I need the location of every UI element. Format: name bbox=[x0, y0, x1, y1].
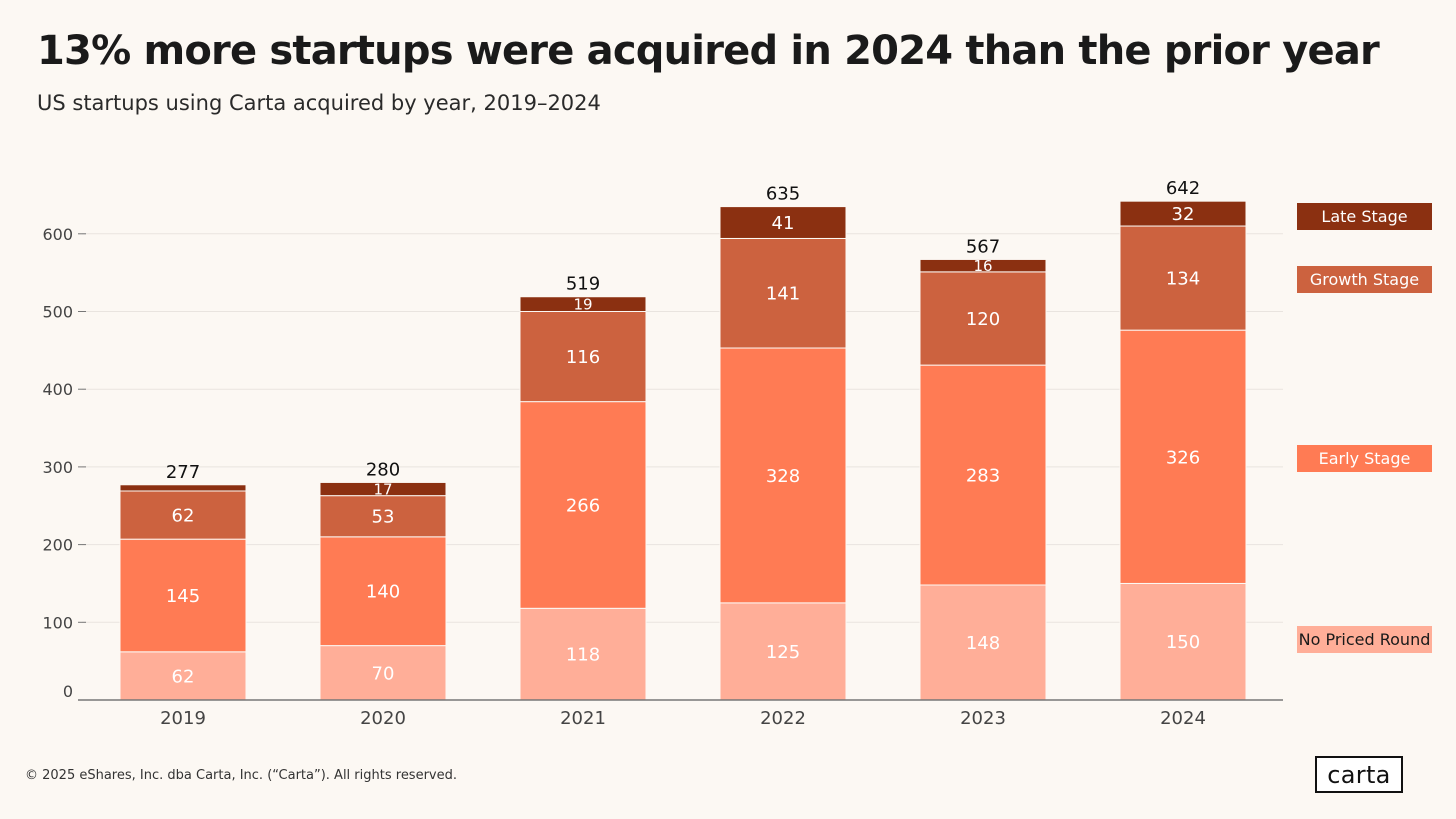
x-tick-label: 2021 bbox=[560, 708, 606, 729]
data-label: 62 bbox=[172, 666, 195, 687]
data-label: 140 bbox=[366, 582, 400, 603]
bar-segment bbox=[119, 484, 247, 492]
data-label: 116 bbox=[566, 347, 600, 368]
data-label: 145 bbox=[166, 586, 200, 607]
bar-segment bbox=[519, 311, 647, 403]
bar-segment bbox=[919, 271, 1047, 366]
bar-segment bbox=[1119, 225, 1247, 331]
x-tick-label: 2019 bbox=[160, 708, 206, 729]
legend-swatch bbox=[1297, 445, 1432, 472]
legend-label: No Priced Round bbox=[1299, 630, 1431, 649]
data-label: 326 bbox=[1166, 447, 1200, 468]
total-label: 642 bbox=[1166, 178, 1200, 199]
data-label: 17 bbox=[373, 480, 392, 498]
legend-label: Late Stage bbox=[1321, 207, 1407, 226]
carta-logo[interactable]: carta bbox=[1315, 756, 1403, 793]
data-label: 283 bbox=[966, 466, 1000, 487]
total-label: 519 bbox=[566, 274, 600, 295]
legend-swatch bbox=[1297, 203, 1432, 230]
bar-segment bbox=[719, 237, 847, 349]
data-label: 32 bbox=[1172, 204, 1195, 225]
bar-segment bbox=[719, 206, 847, 239]
y-tick-label: 200 bbox=[42, 536, 73, 555]
data-label: 41 bbox=[772, 213, 795, 234]
data-label: 118 bbox=[566, 645, 600, 666]
data-label: 62 bbox=[172, 506, 195, 527]
chart-subtitle: US startups using Carta acquired by year… bbox=[37, 91, 601, 115]
data-label: 70 bbox=[372, 663, 395, 684]
x-tick-label: 2023 bbox=[960, 708, 1006, 729]
data-label: 125 bbox=[766, 642, 800, 663]
bar-segment bbox=[319, 645, 447, 701]
bar-segment bbox=[319, 536, 447, 647]
y-tick-label: 0 bbox=[63, 682, 73, 701]
bar-segment bbox=[519, 401, 647, 609]
bar-segment bbox=[1119, 200, 1247, 227]
total-label: 635 bbox=[766, 184, 800, 205]
legend-swatch bbox=[1297, 626, 1432, 653]
data-label: 141 bbox=[766, 284, 800, 305]
y-tick-label: 400 bbox=[42, 380, 73, 399]
data-label: 16 bbox=[973, 257, 992, 275]
data-label: 53 bbox=[372, 507, 395, 528]
total-label: 280 bbox=[366, 459, 400, 480]
total-label: 567 bbox=[966, 236, 1000, 257]
data-label: 19 bbox=[573, 296, 592, 314]
bar-segment bbox=[319, 481, 447, 497]
bar-segment bbox=[1119, 582, 1247, 701]
bar-segment bbox=[519, 296, 647, 312]
data-label: 150 bbox=[1166, 632, 1200, 653]
y-tick-label: 500 bbox=[42, 303, 73, 322]
bar-segment bbox=[719, 347, 847, 604]
data-label: 148 bbox=[966, 633, 1000, 654]
total-label: 277 bbox=[166, 462, 200, 483]
x-tick-label: 2020 bbox=[360, 708, 406, 729]
bar-segment bbox=[519, 607, 647, 701]
bar-segment bbox=[919, 258, 1047, 273]
legend-swatch bbox=[1297, 266, 1432, 293]
bar-segment bbox=[1119, 329, 1247, 584]
chart-title: 13% more startups were acquired in 2024 … bbox=[37, 28, 1380, 74]
y-tick-label: 100 bbox=[42, 613, 73, 632]
bar-segment bbox=[319, 495, 447, 538]
data-label: 266 bbox=[566, 495, 600, 516]
legend-label: Early Stage bbox=[1319, 449, 1411, 468]
data-label: 328 bbox=[766, 466, 800, 487]
y-tick-label: 600 bbox=[42, 225, 73, 244]
bar-segment bbox=[719, 602, 847, 701]
data-label: 134 bbox=[1166, 269, 1200, 290]
data-label: 120 bbox=[966, 309, 1000, 330]
x-tick-label: 2024 bbox=[1160, 708, 1206, 729]
x-tick-label: 2022 bbox=[760, 708, 806, 729]
legend-label: Growth Stage bbox=[1310, 270, 1419, 289]
bar-segment bbox=[919, 584, 1047, 701]
bar-segment bbox=[919, 364, 1047, 586]
copyright-footer: © 2025 eShares, Inc. dba Carta, Inc. (“C… bbox=[25, 768, 458, 783]
y-tick-label: 300 bbox=[42, 458, 73, 477]
